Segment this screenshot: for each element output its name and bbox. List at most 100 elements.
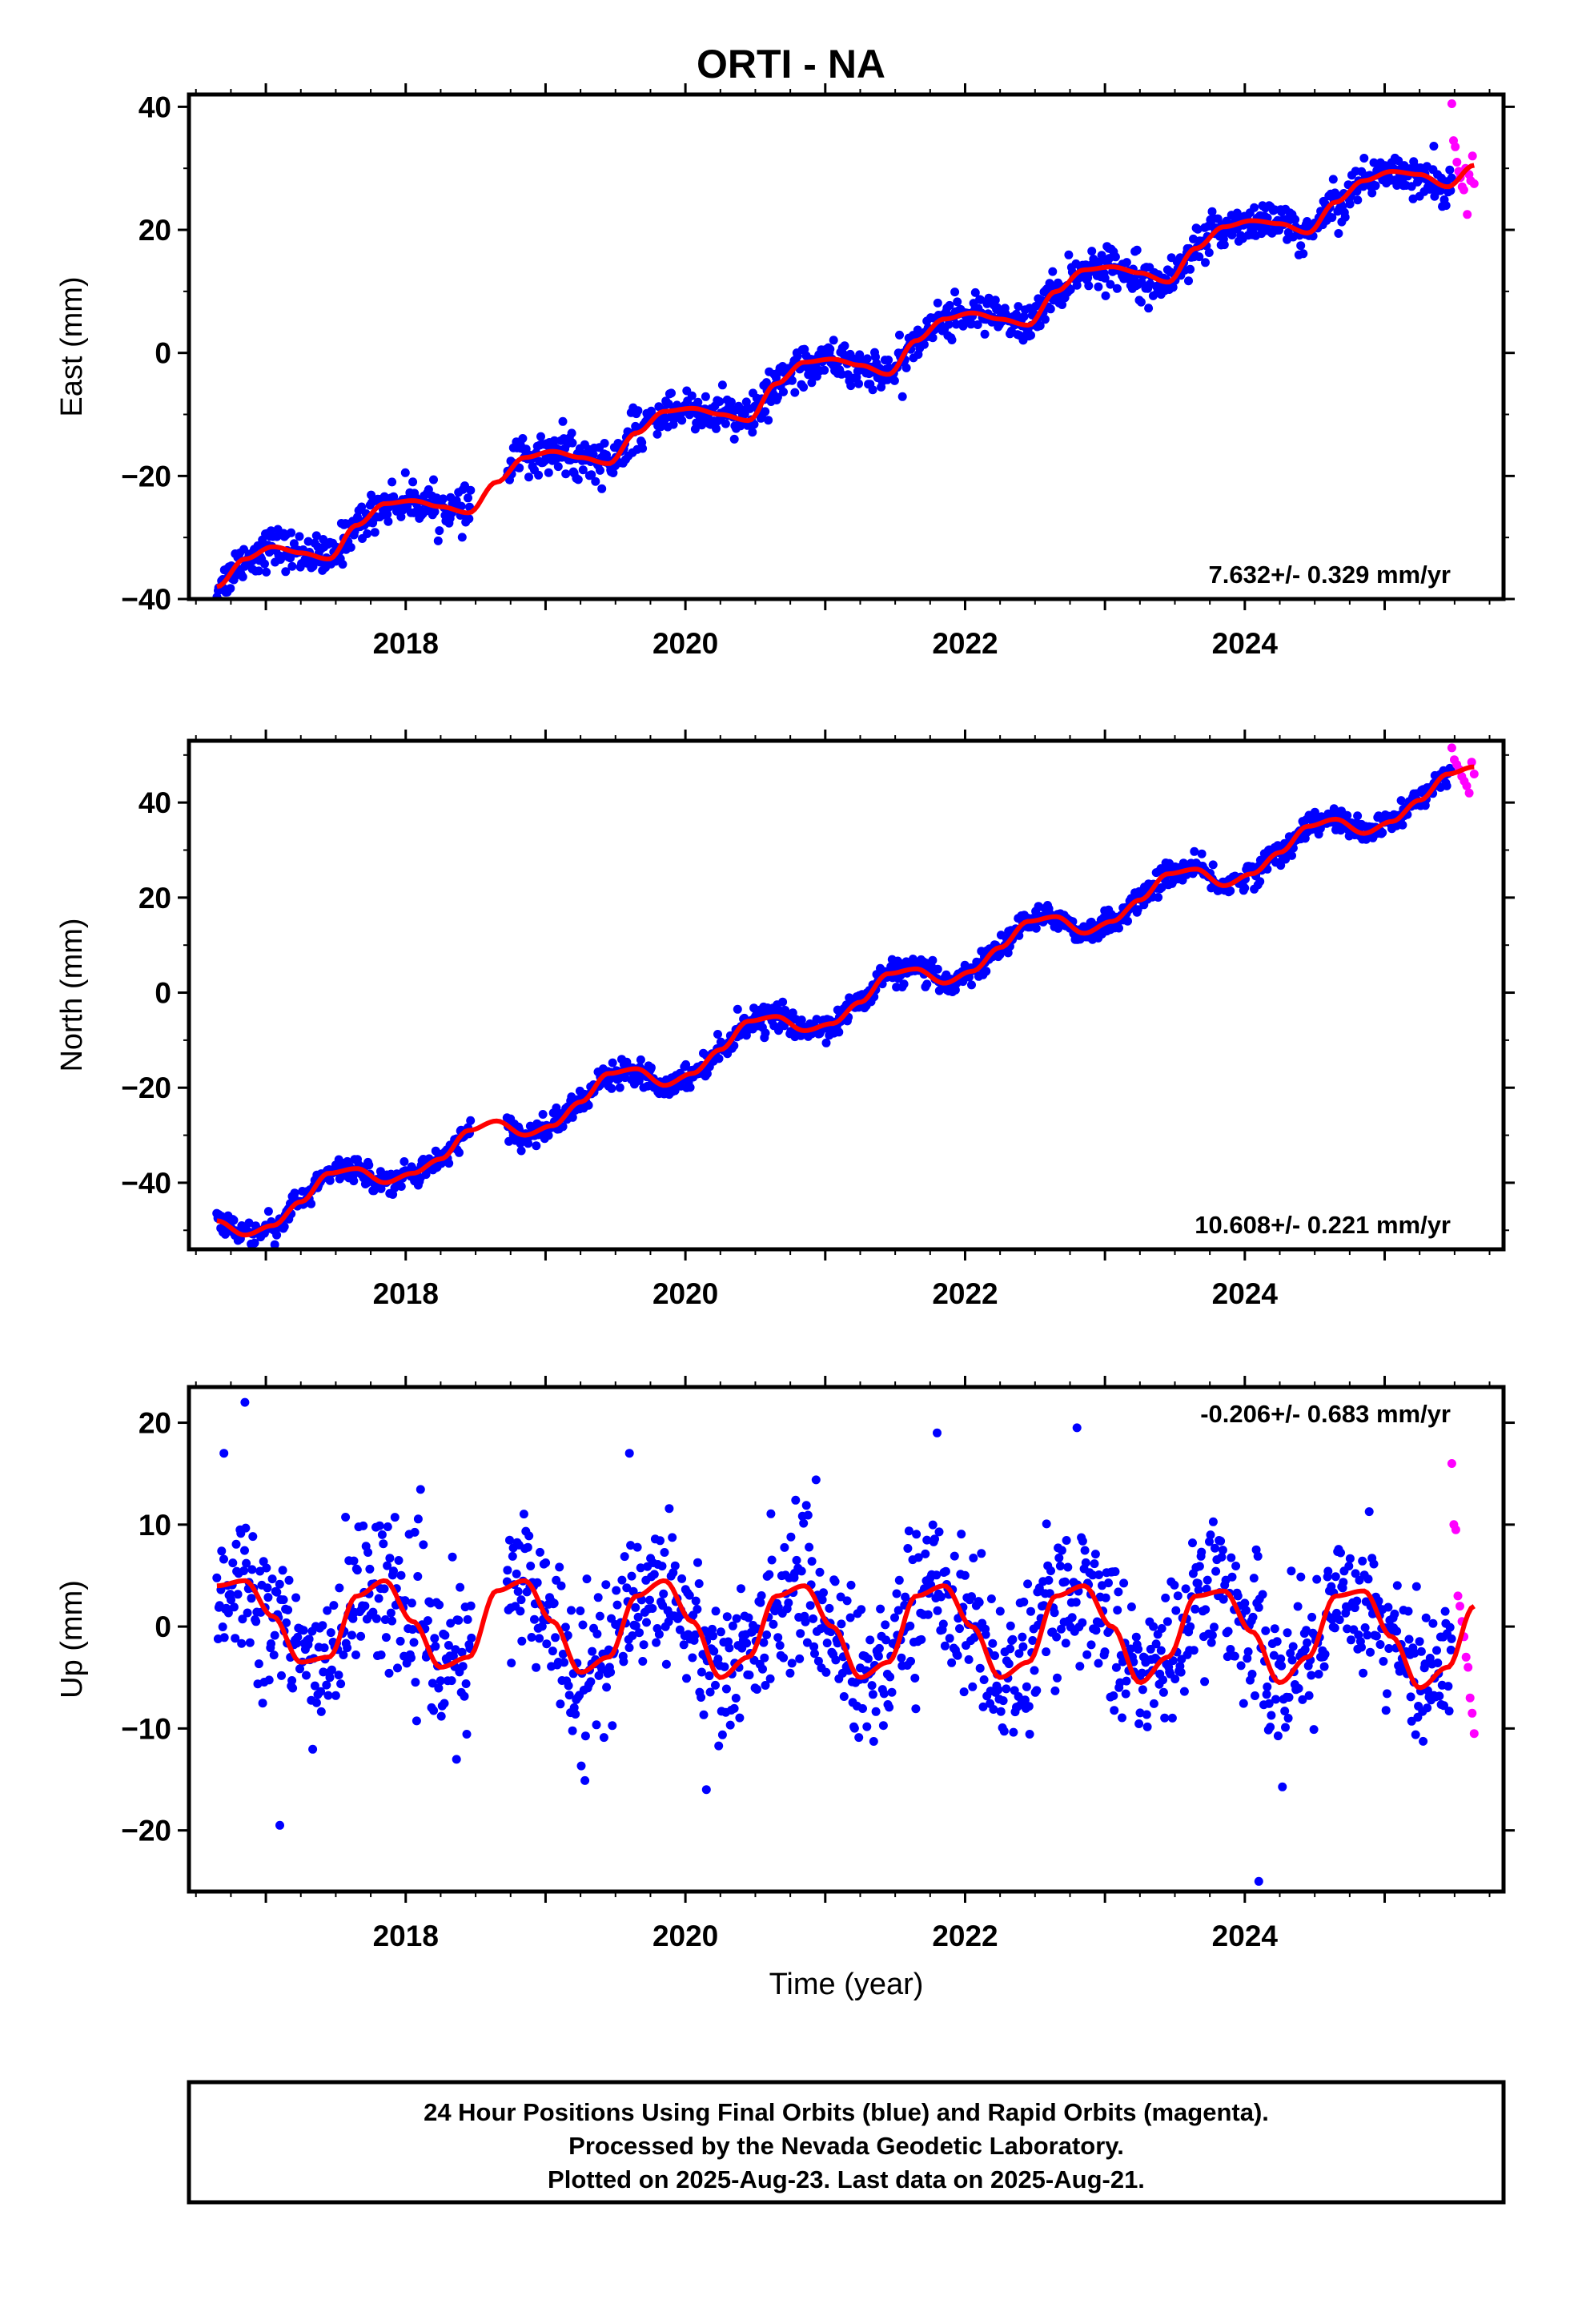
final-point [1240, 883, 1250, 893]
final-point [967, 980, 976, 990]
final-point [544, 468, 553, 477]
final-point [555, 1562, 564, 1572]
final-point [793, 352, 802, 361]
rapid-point [1461, 1652, 1471, 1662]
final-point [938, 1619, 948, 1629]
final-point [887, 1687, 897, 1697]
final-point [250, 1238, 259, 1248]
final-point [600, 439, 609, 448]
final-point [940, 1641, 950, 1651]
final-point [721, 419, 730, 428]
final-point [390, 1513, 400, 1522]
final-point [1396, 796, 1406, 806]
final-point [693, 1605, 702, 1614]
final-point [582, 1574, 592, 1584]
final-point [1332, 1608, 1341, 1618]
final-point [1363, 1630, 1372, 1640]
final-point [734, 401, 744, 411]
final-point [960, 1570, 970, 1580]
final-point [1296, 241, 1306, 251]
y-tick-label: −40 [121, 1167, 171, 1200]
panel-frame [187, 738, 1506, 1252]
final-point [231, 1634, 240, 1643]
final-point [396, 1570, 406, 1580]
final-point [241, 1523, 251, 1533]
final-point [1375, 1640, 1385, 1649]
final-point [709, 1631, 717, 1641]
final-point [270, 1240, 279, 1249]
final-point [831, 1655, 841, 1665]
final-point [343, 1643, 352, 1653]
final-point [503, 1566, 512, 1575]
final-point [1416, 1647, 1426, 1656]
final-point [904, 1526, 913, 1536]
final-point [1191, 1604, 1200, 1614]
final-point [953, 1651, 962, 1660]
final-point [677, 416, 687, 425]
final-point [631, 1602, 640, 1612]
final-point [876, 1604, 885, 1614]
final-point [1149, 1699, 1158, 1708]
final-point [694, 1579, 704, 1588]
rapid-point [1453, 1591, 1463, 1601]
final-point [423, 1616, 432, 1626]
final-point [1173, 1591, 1182, 1601]
final-point [722, 1612, 732, 1622]
final-point [1446, 1645, 1456, 1655]
final-point [1392, 1581, 1402, 1590]
final-point [1287, 850, 1296, 860]
final-point [779, 387, 788, 396]
final-point [1231, 1562, 1241, 1570]
final-point [928, 955, 938, 965]
final-point [765, 1674, 775, 1683]
final-point [801, 1617, 810, 1626]
final-point [1217, 1552, 1227, 1562]
final-point [383, 1561, 392, 1570]
up-panel: −20 −10 0 10 20 2018 2020 2022 2024 Up (mm) -0.206… [55, 1376, 1515, 1952]
final-point [560, 1658, 569, 1667]
final-point [1087, 247, 1097, 256]
final-point [1110, 1706, 1119, 1715]
final-point [970, 287, 980, 297]
final-point [811, 1475, 821, 1485]
final-point [1151, 1639, 1161, 1649]
final-point [538, 1110, 548, 1119]
final-point [799, 1518, 809, 1528]
final-point [1371, 1631, 1381, 1641]
final-point [1106, 279, 1115, 289]
final-point [819, 1588, 828, 1598]
final-point [272, 1230, 282, 1240]
final-point [1428, 1618, 1438, 1628]
final-point [717, 1730, 727, 1739]
y-tick-label: −40 [121, 583, 171, 616]
final-point [705, 1671, 714, 1681]
final-orbit-series [212, 1397, 1456, 1886]
final-point [275, 1820, 284, 1830]
final-point [1030, 1666, 1039, 1675]
final-point [857, 1605, 866, 1614]
final-point [897, 1653, 906, 1663]
final-point [1063, 1562, 1073, 1572]
final-point [950, 985, 960, 995]
final-point [967, 1592, 976, 1602]
final-point [901, 1592, 910, 1602]
final-point [440, 1630, 450, 1640]
final-point [1014, 1692, 1023, 1701]
final-point [430, 507, 440, 517]
final-point [665, 1504, 674, 1514]
final-point [1344, 1562, 1354, 1571]
model-fit-line [216, 764, 1475, 1238]
final-point [512, 1569, 521, 1578]
final-point [1211, 1543, 1219, 1553]
final-point [913, 1553, 923, 1562]
final-point [711, 1680, 720, 1690]
final-point [229, 1602, 239, 1612]
x-tick-label: 2024 [1212, 1920, 1279, 1952]
final-point [272, 1587, 282, 1597]
final-point [456, 1582, 465, 1592]
final-point [364, 1160, 374, 1170]
final-point [1086, 1640, 1096, 1650]
final-point [735, 1713, 745, 1723]
y-axis-label: Up (mm) [55, 1580, 89, 1699]
